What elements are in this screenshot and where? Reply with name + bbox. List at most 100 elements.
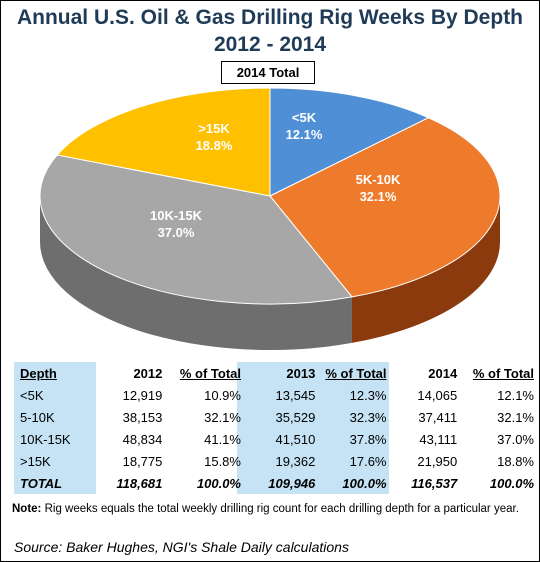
cell-text: 18,775 [122, 453, 163, 469]
cell-depth: TOTAL [14, 472, 94, 494]
pie-chart: <5K 12.1% 5K-10K 32.1% 10K-15K 37.0% >15K 18.8% [39, 87, 501, 350]
pie-slice-0 [269, 87, 430, 197]
cell-text: 37.8% [349, 431, 387, 447]
pie-side-1 [351, 196, 500, 343]
cell-text: % of Total [325, 365, 387, 381]
cell-pct-2012: % of Total [162, 362, 247, 384]
cell-value-2013: 35,529 [247, 406, 316, 428]
pie-pct-label-0: 12.1% [286, 127, 323, 142]
pie-labels: <5K 12.1% 5K-10K 32.1% 10K-15K 37.0% >15K 18.8% [150, 110, 401, 240]
cell-text: 10K-15K [20, 431, 71, 447]
source-line: Source: Baker Hughes, NGI's Shale Daily … [14, 539, 349, 555]
table-row: <5K 12,919 10.9% 13,545 12.3% 14,065 12.1% [14, 384, 540, 406]
cell-text: 109,946 [268, 475, 316, 491]
pie-side-2 [40, 196, 352, 350]
cell-value-2012: 48,834 [94, 428, 163, 450]
cell-value-2013: 2013 [247, 362, 315, 384]
cell-pct-2014: % of Total [457, 362, 540, 384]
pie-sides [40, 196, 500, 350]
chart-title: Annual U.S. Oil & Gas Drilling Rig Weeks… [0, 4, 540, 58]
pie-label-3: >15K [198, 121, 230, 136]
cell-pct-2013: % of Total [315, 362, 394, 384]
cell-text: TOTAL [20, 475, 63, 491]
table-header-row: Depth 2012 % of Total 2013 % of Total 2014 % o… [14, 362, 540, 384]
cell-text: Depth [20, 365, 57, 381]
cell-value-2013: 41,510 [247, 428, 316, 450]
cell-pct-2013: 37.8% [315, 428, 394, 450]
pie-pct-label-3: 18.8% [196, 138, 233, 153]
cell-text: 118,681 [116, 475, 163, 491]
table-highlight-2012 [14, 362, 96, 494]
pie-label-1: 5K-10K [356, 172, 401, 187]
cell-text: 5-10K [20, 409, 55, 425]
cell-pct-2013: 17.6% [315, 450, 394, 472]
cell-text: 12.3% [349, 387, 387, 403]
pie-slice-1 [269, 117, 501, 298]
cell-text: >15K [20, 453, 51, 469]
cell-text: 17.6% [349, 453, 387, 469]
cell-text: 35,529 [275, 409, 316, 425]
cell-text: 100.0% [196, 475, 241, 491]
note-label: Note: [12, 503, 42, 515]
cell-value-2014: 43,111 [395, 428, 458, 450]
cell-value-2014: 2014 [395, 362, 458, 384]
pie-slice-3 [56, 87, 271, 197]
cell-value-2013: 19,362 [247, 450, 316, 472]
cell-depth: 10K-15K [14, 428, 94, 450]
cell-text: 14,065 [417, 387, 458, 403]
cell-text: 2014 [428, 365, 458, 381]
cell-pct-2014: 100.0% [457, 472, 540, 494]
title-line-1: Annual U.S. Oil & Gas Drilling Rig Weeks… [16, 6, 524, 29]
cell-text: 18.8% [497, 453, 534, 469]
cell-text: % of Total [179, 365, 241, 381]
note: Note: Rig weeks equals the total weekly … [12, 502, 530, 517]
cell-depth: >15K [14, 450, 94, 472]
pie-label-0: <5K [292, 110, 317, 125]
cell-text: 100.0% [342, 475, 387, 491]
cell-text: 38,153 [122, 409, 163, 425]
cell-value-2013: 109,946 [247, 472, 315, 494]
cell-text: 19,362 [275, 453, 316, 469]
cell-value-2012: 2012 [94, 362, 162, 384]
title-line-2: 2012 - 2014 [213, 33, 327, 56]
table-total-row: TOTAL 118,681 100.0% 109,946 100.0% 116,537 10… [14, 472, 540, 494]
cell-text: 12.1% [497, 387, 534, 403]
cell-text: 32.1% [204, 409, 241, 425]
cell-text: 43,111 [419, 431, 458, 447]
cell-text: 10.9% [204, 387, 241, 403]
cell-text: 41,510 [275, 431, 316, 447]
cell-value-2012: 118,681 [94, 472, 162, 494]
cell-value-2012: 38,153 [94, 406, 163, 428]
table-row: 5-10K 38,153 32.1% 35,529 32.3% 37,411 32.1% [14, 406, 540, 428]
cell-text: 48,834 [122, 431, 163, 447]
pie-pct-label-1: 32.1% [360, 189, 397, 204]
cell-pct-2013: 32.3% [315, 406, 394, 428]
table-row: >15K 18,775 15.8% 19,362 17.6% 21,950 18.8% [14, 450, 540, 472]
cell-text: 37,411 [418, 409, 458, 425]
cell-text: 100.0% [489, 475, 534, 491]
note-text: Rig weeks equals the total weekly drilli… [41, 503, 519, 515]
cell-text: 15.8% [204, 453, 241, 469]
cell-pct-2012: 15.8% [162, 450, 247, 472]
cell-text: 12,919 [122, 387, 163, 403]
cell-pct-2013: 12.3% [315, 384, 394, 406]
cell-depth: <5K [14, 384, 94, 406]
cell-text: 37.0% [497, 431, 534, 447]
pie-slice-2 [39, 154, 353, 305]
table-highlight-2013 [237, 362, 389, 494]
cell-value-2014: 116,537 [395, 472, 457, 494]
cell-text: 13,545 [275, 387, 316, 403]
cell-pct-2012: 41.1% [162, 428, 247, 450]
data-table: Depth 2012 % of Total 2013 % of Total 2014 % o… [14, 362, 540, 494]
pie-label-2: 10K-15K [150, 208, 203, 223]
cell-pct-2014: 18.8% [457, 450, 540, 472]
pie-pct-label-2: 37.0% [158, 225, 195, 240]
cell-pct-2014: 12.1% [457, 384, 540, 406]
cell-value-2012: 18,775 [94, 450, 163, 472]
cell-text: 32.3% [349, 409, 387, 425]
cell-text: 21,950 [417, 453, 458, 469]
cell-pct-2012: 10.9% [162, 384, 247, 406]
cell-value-2012: 12,919 [94, 384, 163, 406]
cell-value-2014: 37,411 [395, 406, 458, 428]
pie-slices [39, 87, 501, 305]
